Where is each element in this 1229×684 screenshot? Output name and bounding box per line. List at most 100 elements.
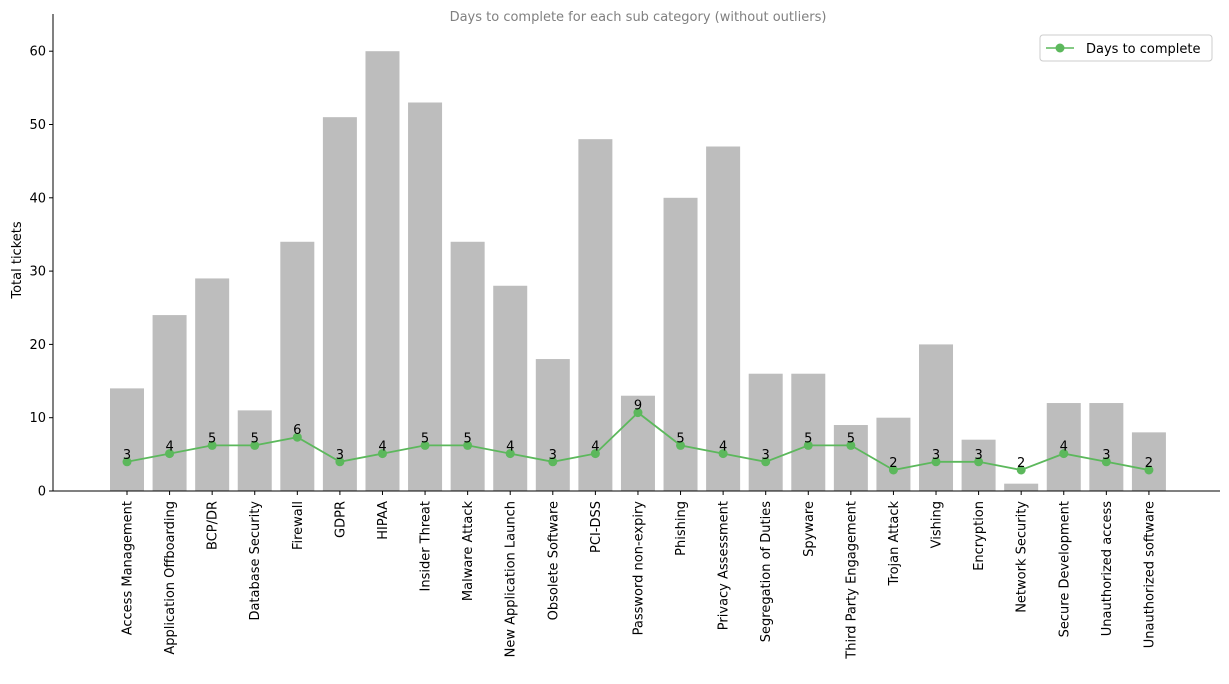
line-point bbox=[1016, 465, 1026, 475]
data-label: 2 bbox=[1145, 456, 1153, 471]
x-tick-label: Privacy Assessment bbox=[717, 501, 732, 630]
bar bbox=[1131, 432, 1166, 491]
x-tick-label: Vishing bbox=[930, 501, 945, 548]
line-point bbox=[846, 440, 856, 450]
x-tick-label: Unauthorized software bbox=[1142, 501, 1157, 648]
bar bbox=[237, 410, 272, 491]
line-point bbox=[292, 432, 302, 442]
y-tick-label: 10 bbox=[29, 411, 46, 426]
data-label: 4 bbox=[378, 440, 386, 455]
data-label: 4 bbox=[591, 440, 599, 455]
bar bbox=[195, 278, 230, 491]
bar bbox=[748, 373, 783, 491]
bar bbox=[706, 146, 741, 492]
bar bbox=[1004, 483, 1039, 491]
data-label: 4 bbox=[506, 440, 514, 455]
line-point bbox=[165, 449, 175, 459]
bar bbox=[493, 285, 528, 491]
data-label: 5 bbox=[251, 431, 259, 446]
x-tick-label: BCP/DR bbox=[206, 501, 221, 550]
data-label: 3 bbox=[123, 448, 131, 463]
bar bbox=[152, 315, 187, 491]
y-tick-label: 0 bbox=[38, 485, 46, 500]
bar bbox=[1089, 403, 1124, 491]
x-tick-label: Phishing bbox=[674, 501, 689, 556]
x-tick-label: Insider Threat bbox=[419, 501, 434, 592]
x-tick-label: Obsolete Software bbox=[546, 501, 561, 620]
line-point bbox=[1144, 465, 1154, 475]
x-tick-label: Spyware bbox=[802, 501, 817, 557]
y-tick-label: 60 bbox=[29, 45, 46, 60]
data-label: 4 bbox=[1060, 440, 1068, 455]
data-label: 5 bbox=[804, 431, 812, 446]
bar bbox=[365, 51, 400, 491]
data-label: 6 bbox=[293, 423, 301, 438]
x-tick-label: Encryption bbox=[972, 501, 987, 571]
x-tick-label: GDPR bbox=[333, 501, 348, 538]
data-label: 5 bbox=[421, 431, 429, 446]
bar bbox=[322, 117, 357, 492]
x-tick-label: Malware Attack bbox=[461, 501, 476, 602]
bar bbox=[919, 344, 954, 491]
bar bbox=[408, 102, 443, 491]
legend-box bbox=[1039, 34, 1213, 62]
line-point bbox=[590, 449, 600, 459]
x-tick-label: Segregation of Duties bbox=[759, 501, 774, 642]
data-label: 5 bbox=[463, 431, 471, 446]
line-point bbox=[420, 440, 430, 450]
bar bbox=[110, 388, 144, 491]
bar bbox=[833, 425, 868, 491]
line-point bbox=[335, 457, 345, 467]
line-point bbox=[761, 457, 771, 467]
line-point bbox=[1101, 457, 1111, 467]
line-point bbox=[377, 449, 387, 459]
bar bbox=[791, 373, 826, 491]
line-point bbox=[718, 449, 728, 459]
line-point bbox=[974, 457, 984, 467]
data-label: 4 bbox=[165, 440, 173, 455]
data-label: 9 bbox=[634, 399, 642, 414]
x-tick-label: Trojan Attack bbox=[887, 501, 902, 587]
chart-title: Days to complete for each sub category (… bbox=[450, 10, 827, 25]
x-tick-label: Third Party Engagement bbox=[844, 501, 859, 660]
data-label: 2 bbox=[889, 456, 897, 471]
data-labels-layer: 3 4 5 5 6 3 4 5 5 4 3 4 9 5 4 3 5 5 2 3 3 2 4 3 2 bbox=[123, 399, 1153, 471]
data-label: 3 bbox=[974, 448, 982, 463]
line-layer bbox=[122, 408, 1154, 475]
data-label: 3 bbox=[762, 448, 770, 463]
bar bbox=[450, 241, 485, 491]
line-point bbox=[250, 440, 260, 450]
bar bbox=[535, 359, 570, 491]
x-tick-label: Application Offboarding bbox=[163, 501, 178, 655]
line-point bbox=[463, 440, 473, 450]
line-point bbox=[1059, 449, 1069, 459]
bar bbox=[876, 417, 911, 491]
line-point bbox=[676, 440, 686, 450]
x-tick-label: Access Management bbox=[121, 501, 136, 635]
bars-layer bbox=[110, 51, 1166, 492]
y-tick-label: 40 bbox=[29, 191, 46, 206]
line-point bbox=[931, 457, 941, 467]
line-point bbox=[803, 440, 813, 450]
x-tick-label: Secure Development bbox=[1057, 501, 1072, 637]
legend-marker bbox=[1055, 43, 1065, 53]
x-tick-label: Database Security bbox=[248, 501, 263, 621]
line-point bbox=[207, 440, 217, 450]
data-label: 2 bbox=[1017, 456, 1025, 471]
line-point bbox=[122, 457, 132, 467]
bar bbox=[1046, 403, 1081, 491]
y-tick-label: 50 bbox=[29, 118, 46, 133]
data-label: 3 bbox=[1102, 448, 1110, 463]
x-tick-label: New Application Launch bbox=[504, 501, 519, 657]
y-axis-label: Total tickets bbox=[10, 221, 25, 300]
x-tick-label: HIPAA bbox=[376, 501, 391, 540]
line-point bbox=[633, 408, 643, 418]
line-point bbox=[888, 465, 898, 475]
x-tick-label: Password non-expiry bbox=[631, 501, 646, 636]
line-point bbox=[505, 449, 515, 459]
y-tick-label: 20 bbox=[29, 338, 46, 353]
data-label: 3 bbox=[336, 448, 344, 463]
data-label: 3 bbox=[549, 448, 557, 463]
